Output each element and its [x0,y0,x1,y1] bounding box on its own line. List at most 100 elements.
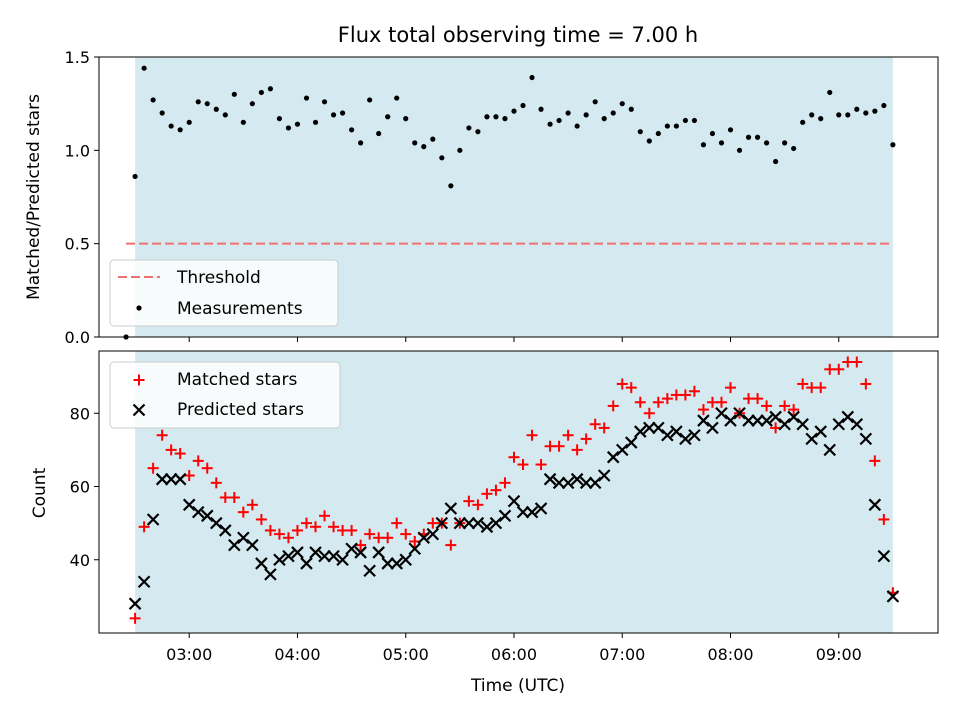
predicted-point [453,516,467,530]
matched-point [156,429,168,441]
predicted-point [363,564,376,578]
matched-point [878,513,890,525]
matched-point [535,459,547,471]
predicted-point [769,410,782,424]
count-panel: 40 60 80 03:00 04:00 05:00 06:00 07:00 08:00 09:… [30,350,939,696]
matched-point [625,382,637,394]
predicted-point [715,406,728,420]
matched-stars-series [129,356,899,624]
predicted-point [841,410,855,424]
measurement-point [538,106,544,112]
predicted-point [552,476,566,490]
matched-point [652,396,664,408]
measurement-point [186,119,192,125]
predicted-point [173,472,187,486]
matched-point [210,477,222,489]
matched-point [201,462,213,474]
predicted-point [670,425,683,438]
count-panel-frame [98,350,939,634]
predicted-point [426,527,440,541]
matched-point [815,382,827,394]
y-tick-label: 0.0 [65,328,90,347]
predicted-point [408,542,422,556]
measurement-point [520,102,526,109]
measurement-point [628,106,634,112]
matched-point [319,510,331,522]
matched-point [255,513,267,525]
predicted-point [679,432,692,446]
measurement-point [231,91,237,97]
measurement-point [809,112,815,118]
matched-point [328,521,340,533]
measurement-point [818,116,824,122]
x-tick-label: 05:00 [383,645,429,664]
matched-point [300,517,312,529]
predicted-point [300,557,313,570]
matched-point [400,528,412,540]
predicted-point [155,472,169,486]
matched-point [183,470,195,482]
matched-point [589,418,601,430]
measurement-point [213,106,219,112]
count-y-axis: 40 60 80 [70,404,99,570]
legend-measurements-swatch [136,305,142,311]
measurement-point [484,114,490,120]
legend-predicted-swatch [132,403,146,417]
measurement-point [367,97,373,103]
matched-point [616,378,628,390]
measurement-point [376,130,382,137]
predicted-point [886,590,900,603]
matched-point [679,389,691,401]
matched-point [661,393,673,405]
predicted-point [246,538,259,552]
predicted-point [516,505,530,519]
matched-point [571,444,583,456]
predicted-point [796,417,809,431]
measurement-point [168,123,174,129]
measurement-point [547,121,553,127]
predicted-point [444,502,458,515]
predicted-point [372,546,385,559]
predicted-point [697,414,710,427]
predicted-point [228,538,241,552]
matched-point [869,455,881,467]
predicted-point [471,516,485,530]
matched-point [273,528,285,540]
legend-matched-swatch [133,374,145,386]
measurement-point [529,74,535,81]
predicted-point [643,421,656,435]
legend-box [109,361,341,429]
predicted-point [868,498,882,512]
measurement-point [349,127,355,133]
matched-point [752,393,764,405]
measurement-point [204,101,210,107]
predicted-point [507,494,521,508]
measurement-point [511,108,517,114]
measurement-point [493,114,499,120]
ratio-y-axis: 0.0 0.5 1.0 1.5 [65,48,99,347]
measurement-point [872,108,878,114]
predicted-point [778,417,791,431]
measurement-point [610,110,616,116]
measurement-point [285,125,292,131]
matched-point [472,499,484,511]
measurement-point [854,106,860,112]
predicted-point [399,553,413,567]
predicted-stars-series [128,406,900,610]
measurement-point [763,140,770,146]
measurement-point [412,140,418,146]
measurement-point [457,147,463,153]
measurement-point [312,119,319,125]
measurement-point [321,99,328,105]
measurement-point [385,114,391,120]
matched-point [860,378,872,390]
matched-point [174,448,186,460]
ratio-y-axis-label: Matched/Predicted stars [24,94,44,300]
measurement-point [556,117,562,124]
x-tick-label: 07:00 [599,645,645,664]
predicted-point [417,531,431,545]
matched-point [445,539,457,551]
measurement-point [177,127,183,133]
predicted-point [543,472,557,486]
x-tick-label: 06:00 [491,645,537,664]
